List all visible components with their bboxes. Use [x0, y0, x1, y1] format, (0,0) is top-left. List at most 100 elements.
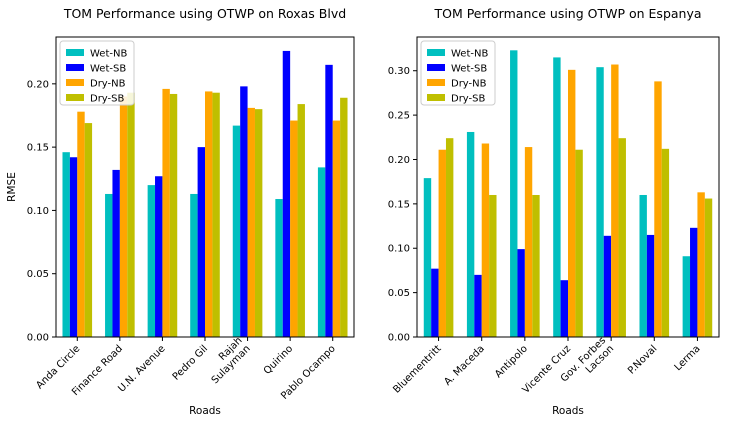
- bar: [639, 194, 647, 337]
- bar: [481, 143, 490, 337]
- bar: [340, 97, 348, 337]
- legend-label: Wet-NB: [90, 49, 127, 60]
- x-tick-label: Pedro Gil: [171, 343, 210, 382]
- bar: [510, 50, 518, 338]
- x-axis-label: Roads: [189, 405, 221, 417]
- bar: [232, 125, 241, 337]
- y-tick-label: 0.00: [27, 333, 49, 344]
- bar: [568, 69, 576, 337]
- legend-label: Dry-NB: [90, 79, 126, 90]
- y-tick-label: 0.15: [27, 143, 49, 154]
- bar: [553, 57, 561, 338]
- bar: [332, 120, 341, 337]
- bar: [661, 148, 670, 337]
- chart-title: TOM Performance using OTWP on Espanya: [433, 6, 701, 21]
- x-tick-label: Quirino: [262, 343, 295, 376]
- legend: [420, 40, 496, 106]
- legend-swatch: [66, 79, 84, 86]
- bar: [438, 149, 446, 337]
- bar: [84, 123, 93, 337]
- chart-roxas-blvd: TOM Performance using OTWP on Roxas Blvd…: [6, 6, 355, 417]
- bar: [704, 198, 713, 337]
- legend-swatch: [427, 94, 445, 101]
- bar: [466, 131, 475, 337]
- legend-swatch: [427, 79, 445, 86]
- legend-label: Dry-SB: [451, 94, 486, 105]
- y-axis-label: RMSE: [6, 172, 18, 202]
- legend-swatch: [427, 49, 445, 56]
- y-tick-label: 0.00: [388, 333, 410, 344]
- bar: [423, 178, 432, 337]
- bar: [69, 157, 78, 337]
- x-tick-label: P.Noval: [626, 343, 659, 376]
- x-tick-label: Lerma: [673, 343, 703, 373]
- legend-swatch: [66, 94, 84, 101]
- y-tick-label: 0.05: [388, 288, 410, 299]
- y-tick-label: 0.20: [388, 155, 410, 166]
- legend-label: Dry-SB: [90, 94, 125, 105]
- bar: [697, 192, 705, 337]
- legend-swatch: [66, 49, 84, 56]
- bar: [603, 235, 612, 337]
- x-tick-label: Antipolo: [493, 343, 530, 380]
- x-tick-label: A. Maceda: [442, 343, 486, 387]
- bar: [611, 64, 619, 337]
- bar: [205, 91, 213, 337]
- legend-label: Dry-NB: [451, 79, 487, 90]
- legend-label: Wet-NB: [451, 49, 488, 60]
- legend-swatch: [427, 64, 445, 71]
- y-tick-label: 0.25: [388, 111, 410, 122]
- bar: [532, 194, 540, 337]
- bar: [290, 120, 298, 337]
- bar: [197, 147, 205, 337]
- chart-espanya: TOM Performance using OTWP on Espanya 0.0…: [388, 6, 720, 417]
- y-tick-label: 0.15: [388, 199, 410, 210]
- x-tick-label: RajahSulayman: [202, 335, 253, 386]
- bar: [77, 111, 85, 337]
- legend-label: Wet-SB: [451, 64, 487, 75]
- bar: [654, 81, 662, 338]
- bar: [560, 280, 568, 337]
- bar: [127, 92, 135, 338]
- y-tick-label: 0.10: [388, 244, 410, 255]
- bar: [240, 86, 248, 337]
- bar: [247, 107, 255, 337]
- bar: [682, 256, 691, 337]
- legend-swatch: [66, 64, 84, 71]
- y-tick-label: 0.05: [27, 269, 49, 280]
- legend-label: Wet-SB: [90, 64, 126, 75]
- bar: [317, 167, 326, 337]
- y-tick-label: 0.30: [388, 66, 410, 77]
- bar: [474, 274, 482, 337]
- bar: [105, 193, 113, 337]
- bar: [162, 88, 170, 337]
- bar: [212, 92, 220, 338]
- y-tick-label: 0.20: [27, 79, 49, 90]
- chart-title: TOM Performance using OTWP on Roxas Blvd: [63, 6, 346, 21]
- bar: [517, 249, 525, 337]
- bar: [297, 104, 305, 337]
- legend: [59, 40, 135, 106]
- bar: [254, 109, 263, 337]
- y-tick-label: 0.10: [27, 206, 49, 217]
- x-tick-label: Gov. ForbesLacson: [559, 335, 616, 392]
- bar: [169, 93, 178, 337]
- bar: [147, 185, 156, 337]
- bar: [575, 149, 583, 337]
- bar: [275, 199, 283, 337]
- bar: [690, 227, 698, 337]
- bar: [119, 96, 128, 337]
- bar: [325, 64, 333, 338]
- bar: [596, 67, 604, 337]
- bar: [445, 138, 454, 337]
- bar: [62, 152, 70, 337]
- bar: [646, 234, 655, 337]
- bar: [282, 50, 291, 338]
- x-axis-label: Roads: [552, 405, 584, 417]
- bar: [524, 147, 533, 337]
- bar: [431, 268, 439, 337]
- bar: [155, 176, 163, 337]
- bar: [489, 194, 497, 337]
- x-tick-label: Bluementritt: [391, 343, 443, 395]
